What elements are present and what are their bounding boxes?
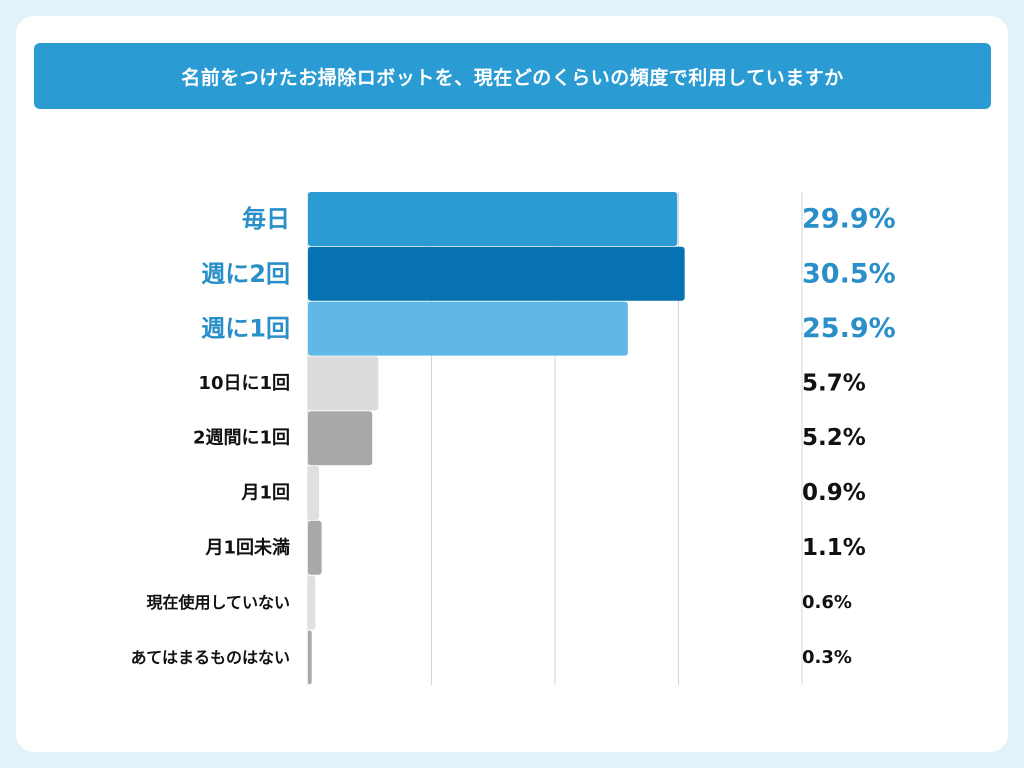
category-label-5: 月1回 <box>240 483 290 504</box>
category-label-2: 週に1回 <box>201 315 290 343</box>
bar-0 <box>308 192 678 246</box>
bar-4 <box>308 411 373 466</box>
bar-2 <box>308 301 628 356</box>
value-label-8: 0.3% <box>802 647 852 668</box>
category-label-4: 2週間に1回 <box>193 428 290 449</box>
bar-1 <box>308 246 685 301</box>
title-bar: 名前をつけたお掃除ロボットを、現在どのくらいの頻度で利用していますか <box>34 43 991 109</box>
value-label-4: 5.2% <box>802 425 866 451</box>
chart-card <box>16 16 1008 752</box>
value-label-7: 0.6% <box>802 592 852 613</box>
bar-7 <box>308 575 316 630</box>
category-label-7: 現在使用していない <box>146 593 290 612</box>
value-label-0: 29.9% <box>802 204 896 235</box>
value-label-3: 5.7% <box>802 370 866 396</box>
value-label-2: 25.9% <box>802 313 896 344</box>
bar-3 <box>308 356 379 411</box>
bar-5 <box>308 466 320 520</box>
bar-8 <box>308 630 312 685</box>
category-label-3: 10日に1回 <box>198 373 290 394</box>
category-label-1: 週に2回 <box>201 260 290 288</box>
value-label-5: 0.9% <box>802 480 866 506</box>
chart-title: 名前をつけたお掃除ロボットを、現在どのくらいの頻度で利用していますか <box>181 66 844 89</box>
value-label-6: 1.1% <box>802 535 866 561</box>
value-label-1: 30.5% <box>802 258 896 289</box>
bar-6 <box>308 520 322 575</box>
category-label-6: 月1回未満 <box>204 536 290 558</box>
category-label-8: あてはまるものはない <box>131 648 290 667</box>
category-label-0: 毎日 <box>242 205 290 233</box>
